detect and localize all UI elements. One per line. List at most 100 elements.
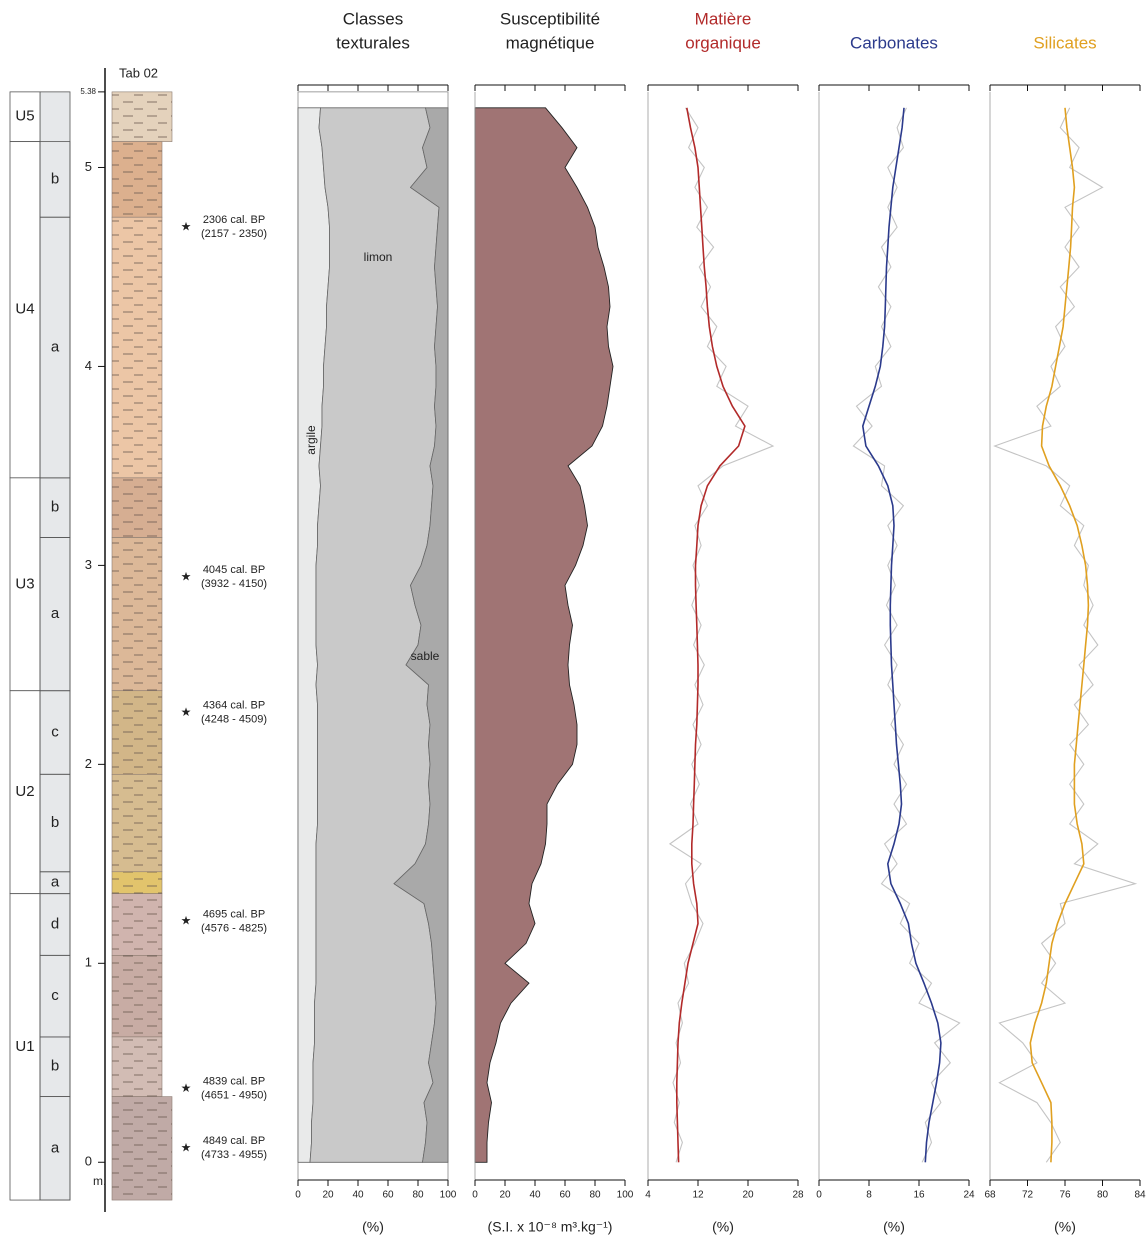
subunit-box bbox=[39, 1096, 71, 1201]
x-tick-label: 80 bbox=[1097, 1190, 1109, 1201]
x-tick-label: 80 bbox=[412, 1190, 424, 1201]
x-tick-label: 0 bbox=[816, 1190, 822, 1201]
date-star: ★ bbox=[181, 570, 192, 584]
x-tick-label: 24 bbox=[963, 1190, 975, 1201]
subunit-label: a bbox=[51, 605, 60, 622]
date-star: ★ bbox=[181, 219, 192, 233]
panel-title: Susceptibilité bbox=[500, 9, 600, 28]
x-tick-label: 16 bbox=[913, 1190, 925, 1201]
date-label: 4045 cal. BP bbox=[203, 564, 265, 576]
lithology-texture bbox=[112, 955, 162, 1037]
depth-tick-label: 3 bbox=[85, 557, 92, 572]
date-star: ★ bbox=[181, 914, 192, 928]
x-tick-label: 8 bbox=[866, 1190, 872, 1201]
date-range: (4576 - 4825) bbox=[201, 922, 267, 934]
x-axis-label: (%) bbox=[883, 1219, 905, 1235]
x-tick-label: 76 bbox=[1059, 1190, 1071, 1201]
depth-tick-label: 1 bbox=[85, 955, 92, 970]
date-range: (4733 - 4955) bbox=[201, 1149, 267, 1161]
panel-title: Carbonates bbox=[850, 33, 938, 52]
panel-title: Silicates bbox=[1033, 33, 1096, 52]
panel-title: Classes bbox=[343, 9, 403, 28]
unit-label: U5 bbox=[15, 108, 34, 125]
depth-tick-label: 4 bbox=[85, 358, 92, 373]
susceptibility-area bbox=[474, 107, 614, 1163]
date-range: (3932 - 4150) bbox=[201, 578, 267, 590]
x-tick-label: 72 bbox=[1022, 1190, 1034, 1201]
lithology-texture bbox=[112, 91, 172, 142]
subunit-label: b bbox=[51, 814, 59, 831]
depth-unit: m. bbox=[93, 1174, 106, 1188]
x-tick-label: 40 bbox=[352, 1190, 364, 1201]
x-axis-label: (%) bbox=[362, 1219, 384, 1235]
date-star: ★ bbox=[181, 705, 192, 719]
profile-line bbox=[861, 107, 942, 1163]
lithology-texture bbox=[112, 893, 162, 956]
x-tick-label: 60 bbox=[382, 1190, 394, 1201]
texture-label: argile bbox=[304, 425, 318, 455]
unit-label: U3 bbox=[15, 575, 34, 592]
subunit-label: b bbox=[51, 499, 59, 516]
date-label: 4364 cal. BP bbox=[203, 700, 265, 712]
x-tick-label: 68 bbox=[984, 1190, 996, 1201]
subunit-label: a bbox=[51, 1139, 60, 1156]
panel-title: texturales bbox=[336, 33, 410, 52]
subunit-label: b bbox=[51, 1058, 59, 1075]
x-tick-label: 100 bbox=[440, 1190, 457, 1201]
x-tick-label: 0 bbox=[295, 1190, 301, 1201]
subunit-label: c bbox=[51, 987, 59, 1004]
subunit-label: d bbox=[51, 915, 59, 932]
x-tick-label: 40 bbox=[529, 1190, 541, 1201]
x-tick-label: 20 bbox=[499, 1190, 511, 1201]
lithology-texture bbox=[112, 774, 162, 872]
lithology-texture bbox=[112, 871, 162, 894]
profile-line bbox=[676, 107, 746, 1163]
texture-area bbox=[393, 107, 449, 1163]
lithology-texture bbox=[112, 537, 162, 691]
top-depth-label: 5.38 bbox=[80, 87, 96, 96]
panel-title: Matière bbox=[695, 9, 752, 28]
date-range: (4248 - 4509) bbox=[201, 714, 267, 726]
unit-box bbox=[9, 690, 41, 895]
unit-label: U4 bbox=[15, 301, 34, 318]
lithology-texture bbox=[112, 1096, 172, 1201]
lithology-texture bbox=[112, 141, 162, 218]
x-tick-label: 20 bbox=[322, 1190, 334, 1201]
unit-label: U1 bbox=[15, 1038, 34, 1055]
subunit-label: c bbox=[51, 723, 59, 740]
date-label: 2306 cal. BP bbox=[203, 214, 265, 226]
x-tick-label: 84 bbox=[1134, 1190, 1146, 1201]
date-range: (2157 - 2350) bbox=[201, 228, 267, 240]
lithology-texture bbox=[112, 1036, 162, 1097]
texture-label: sable bbox=[411, 649, 440, 663]
subunit-column-bg bbox=[39, 91, 71, 1201]
depth-tick-label: 2 bbox=[85, 756, 92, 771]
subunit-label: a bbox=[51, 339, 60, 356]
log-title: Tab 02 bbox=[119, 65, 158, 80]
texture-label: limon bbox=[364, 250, 393, 264]
x-axis-label: (S.I. x 10⁻⁸ m³.kg⁻¹) bbox=[488, 1219, 613, 1235]
x-tick-label: 28 bbox=[792, 1190, 804, 1201]
lithology-texture bbox=[112, 477, 162, 538]
date-label: 4849 cal. BP bbox=[203, 1135, 265, 1147]
date-star: ★ bbox=[181, 1081, 192, 1095]
subunit-label: a bbox=[51, 874, 60, 891]
date-label: 4839 cal. BP bbox=[203, 1076, 265, 1088]
lithology-texture bbox=[112, 217, 162, 478]
x-tick-label: 100 bbox=[617, 1190, 634, 1201]
depth-tick-label: 5 bbox=[85, 159, 92, 174]
x-tick-label: 0 bbox=[472, 1190, 478, 1201]
panel-title: organique bbox=[685, 33, 761, 52]
x-tick-label: 60 bbox=[559, 1190, 571, 1201]
unit-label: U2 bbox=[15, 783, 34, 800]
date-label: 4695 cal. BP bbox=[203, 908, 265, 920]
depth-tick-label: 0 bbox=[85, 1154, 92, 1169]
profile-line bbox=[1029, 107, 1090, 1163]
x-tick-label: 80 bbox=[589, 1190, 601, 1201]
x-tick-label: 20 bbox=[742, 1190, 754, 1201]
unit-box bbox=[9, 91, 41, 143]
x-axis-label: (%) bbox=[1054, 1219, 1076, 1235]
x-axis-label: (%) bbox=[712, 1219, 734, 1235]
